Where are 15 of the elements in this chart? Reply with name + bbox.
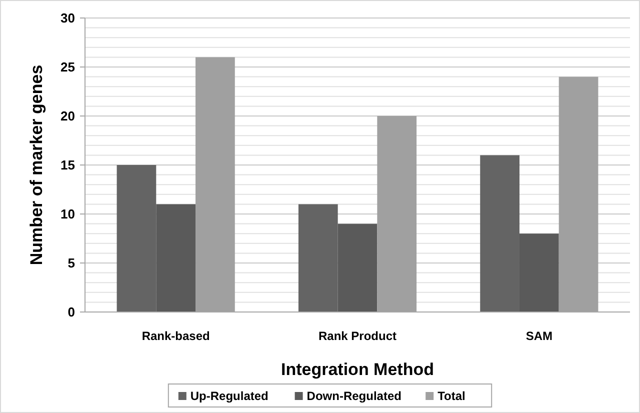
y-tick-label: 5 (68, 256, 75, 271)
legend-label: Up-Regulated (190, 389, 268, 404)
x-axis-title: Integration Method (281, 360, 434, 379)
y-tick-label: 0 (68, 304, 75, 320)
y-tick-label: 25 (60, 60, 75, 75)
y-tick-label: 10 (60, 206, 75, 222)
y-tick-label: 30 (60, 10, 75, 26)
x-tick-label: Rank Product (318, 329, 397, 343)
legend-label: Total (438, 389, 466, 404)
y-tick-label: 15 (60, 158, 75, 173)
x-tick-label: Rank-based (142, 329, 210, 343)
y-tick-label: 20 (60, 108, 75, 124)
x-tick-label: SAM (526, 329, 553, 343)
y-axis-title: Number of marker genes (27, 64, 46, 266)
legend-label: Down-Regulated (306, 389, 402, 404)
